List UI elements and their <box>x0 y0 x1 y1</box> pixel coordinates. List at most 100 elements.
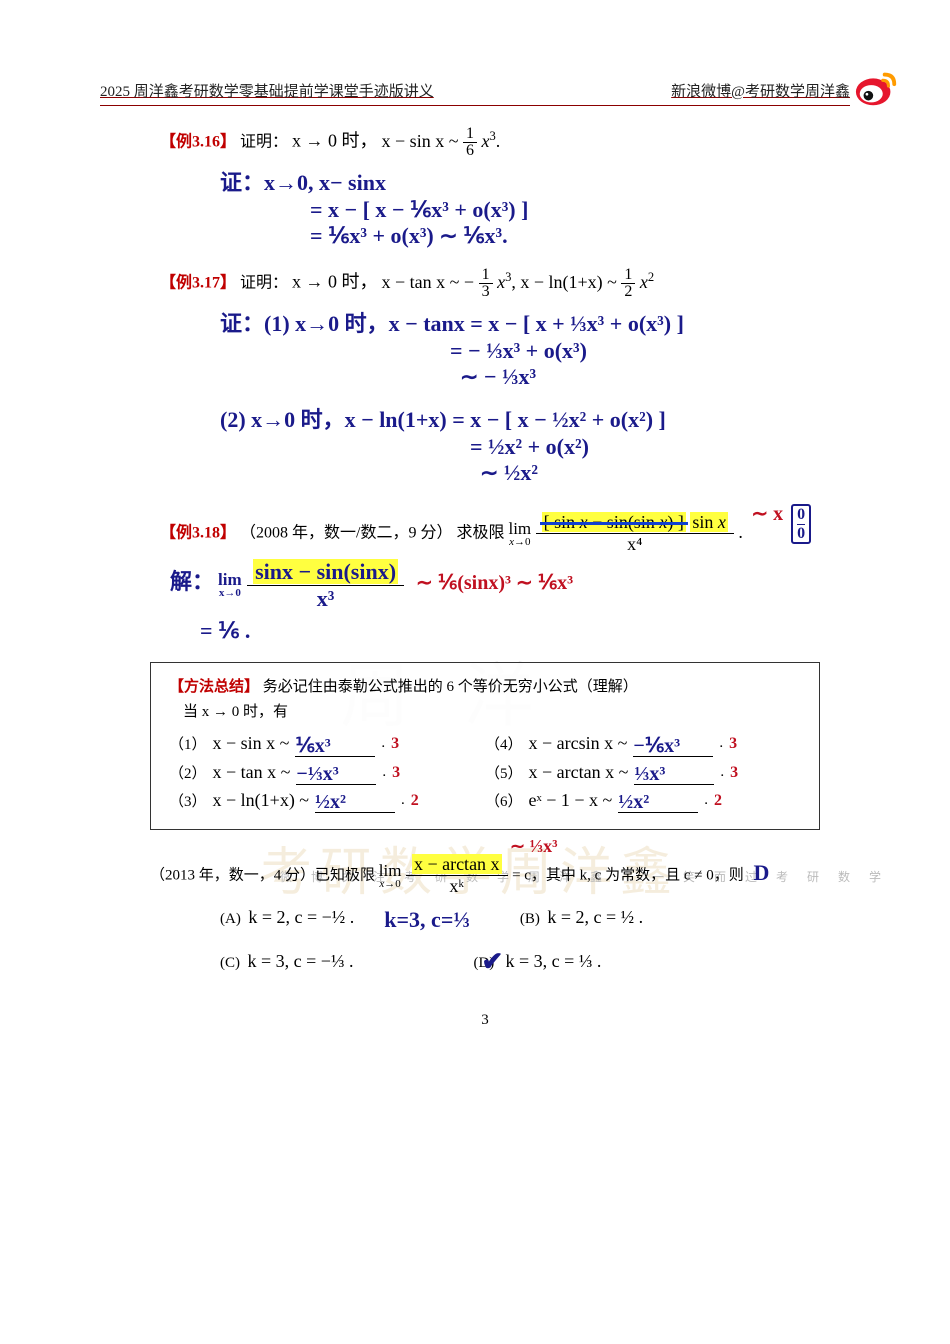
mcq-row-2: (C) k = 3, c = −⅓ . (D✔) k = 3, c = ⅓ . <box>220 951 820 972</box>
solve-approx: ∼ ⅙(sinx)³ ∼ ⅙x³ <box>416 572 573 594</box>
fill: ½x² <box>315 791 346 813</box>
fill: ½x² <box>618 791 649 813</box>
solve-prefix: 解： <box>170 569 214 594</box>
summary-item-3: （3） x − ln(1+x) ~ ½x². 2 <box>169 789 485 813</box>
summary-grid: （1） x − sin x ~ ⅙x³. 3 （2） x − tan x ~ −… <box>169 727 801 817</box>
proof-line: = ⅙x³ + o(x³) ∼ ⅙x³. <box>220 223 820 249</box>
example-3-17: 【例3.17】 证明： x → 0 时， x − tan x ~ − 13 x3… <box>150 267 820 486</box>
annot-approx-x: ∼ x <box>751 503 783 525</box>
proof-line: ∼ ½x² <box>220 460 820 486</box>
lhs: x − ln(1+x) ~ <box>213 790 310 811</box>
summary-title: 【方法总结】 <box>169 679 259 695</box>
order: 3 <box>729 735 737 753</box>
mcq-answer-mark: D <box>753 860 769 885</box>
page: 周 洋 考研数学周洋鑫 微 博 关 注 考 研 数 学 周 洋 鑫 ｜ 一 笑 … <box>0 0 950 1344</box>
example-label: 【例3.17】 <box>160 275 236 292</box>
opt-C: (C) k = 3, c = −⅓ . <box>220 951 353 972</box>
limit-expr: limx→0 [ sin x − sin(sin x) ] sin x x⁴ . <box>508 522 747 542</box>
proof-line: = − ⅓x³ + o(x³) <box>220 338 820 364</box>
mcq-meta: （2013 年，数一，4 分）已知极限 <box>150 868 375 884</box>
lhs: x − sin x ~ <box>213 733 290 754</box>
order: 3 <box>392 764 400 782</box>
summary-item-1: （1） x − sin x ~ ⅙x³. 3 <box>169 731 485 757</box>
content: 【例3.16】 证明： x → 0 时， x − sin x ~ 16 x3. … <box>100 126 850 1029</box>
method-summary-box: 【方法总结】 务必记住由泰勒公式推出的 6 个等价无穷小公式（理解） 当 x →… <box>150 662 820 830</box>
idx: （4） <box>485 733 523 754</box>
proof-3-17-2: (2) x→0 时，x − ln(1+x) = x − [ x − ½x² + … <box>160 402 820 486</box>
proof-line: 证：(1) x→0 时，x − tanx = x − [ x + ⅓x³ + o… <box>220 306 820 338</box>
meta: （2008 年，数一/数二，9 分） <box>240 525 452 542</box>
example-label: 【例3.16】 <box>160 134 236 151</box>
order: 3 <box>730 764 738 782</box>
idx: （3） <box>169 790 207 811</box>
mcq-annot-top: ∼ ⅓x³ <box>510 836 557 857</box>
summary-when: 当 x → 0 时，有 <box>183 700 801 721</box>
summary-item-4: （4） x − arcsin x ~ −⅙x³. 3 <box>485 731 801 757</box>
proof-line: 证：x→0, x− sinx <box>220 165 820 197</box>
proof-3-16: 证：x→0, x− sinx = x − [ x − ⅙x³ + o(x³) ]… <box>160 165 820 249</box>
summary-item-5: （5） x − arctan x ~ ⅓x³. 3 <box>485 761 801 785</box>
page-number: 3 <box>150 1012 820 1029</box>
mcq-row-1: (A) k = 2, c = −½ . k=3, c=⅓ (B) k = 2, … <box>220 907 820 933</box>
order: 3 <box>391 735 399 753</box>
proof-line: = x − [ x − ⅙x³ + o(x³) ] <box>220 197 820 223</box>
proof-line: ∼ − ⅓x³ <box>220 364 820 390</box>
opt-D-text: k = 3, c = ⅓ . <box>506 951 602 971</box>
prompt: 求极限 <box>456 525 504 542</box>
fill: ⅓x³ <box>634 763 665 785</box>
mcq-annot-mid: k=3, c=⅓ <box>384 907 470 933</box>
idx: （6） <box>485 790 523 811</box>
expr2: x − ln(1+x) ~ 12 x2 <box>520 272 654 292</box>
expr-left: x − tan x ~ − <box>382 272 475 292</box>
expr-left: x − ln(1+x) ~ <box>520 272 617 292</box>
mcq-limit: limx→0 x − arctan x xᵏ <box>379 864 512 884</box>
order: 2 <box>411 792 419 810</box>
solution-3-18: 解： limx→0 sinx − sin(sinx) x³ ∼ ⅙(sinx)³… <box>160 559 820 644</box>
idx: （1） <box>169 733 207 754</box>
summary-item-2: （2） x − tan x ~ −⅓x³. 3 <box>169 761 485 785</box>
example-label: 【例3.18】 <box>160 525 236 542</box>
opt-B: (B) k = 2, c = ½ . <box>520 907 643 933</box>
fill: ⅙x³ <box>295 735 330 757</box>
example-3-18: 【例3.18】 （2008 年，数一/数二，9 分） 求极限 limx→0 [ … <box>150 504 820 644</box>
weibo-icon <box>854 68 900 108</box>
solve-denom: x³ <box>247 586 404 612</box>
denom: x⁴ <box>536 534 734 555</box>
proof-line: (2) x→0 时，x − ln(1+x) = x − [ x − ½x² + … <box>220 402 820 434</box>
expr-left: x − sin x ~ <box>382 131 459 151</box>
lhs: x − arcsin x ~ <box>529 733 628 754</box>
cond: x → 0 时， <box>292 272 378 292</box>
cond: x → 0 时， <box>292 131 378 151</box>
summary-head: 【方法总结】 务必记住由泰勒公式推出的 6 个等价无穷小公式（理解） <box>169 675 801 696</box>
order: 2 <box>714 792 722 810</box>
fill: −⅙x³ <box>633 735 680 757</box>
check-mark-icon: ✔ <box>481 947 503 977</box>
solve-result: = ⅙ . <box>170 618 820 644</box>
annot-0-over-0: 00 <box>791 504 811 544</box>
lhs: eˣ − 1 − x ~ <box>529 790 613 811</box>
proof-3-17-1: 证：(1) x→0 时，x − tanx = x − [ x + ⅓x³ + o… <box>160 306 820 390</box>
opt-D: (D✔) k = 3, c = ⅓ . <box>473 951 601 972</box>
prompt: 证明： <box>240 275 288 292</box>
expr: x − sin x ~ 16 x3. <box>382 131 501 151</box>
opt-A-text: k = 2, c = −½ . <box>248 907 354 927</box>
numer-part2: sin x <box>690 512 728 532</box>
opt-C-text: k = 3, c = −⅓ . <box>248 951 354 971</box>
page-header: 2025 周洋鑫考研数学零基础提前学课堂手迹版讲义 新浪微博@考研数学周洋鑫 <box>100 80 850 106</box>
lhs: x − tan x ~ <box>213 762 291 783</box>
numer-part1: [ sin x − sin(sin x) ] <box>542 512 686 532</box>
fill: −⅓x³ <box>296 763 338 785</box>
lim-hand: limx→0 <box>218 569 247 594</box>
prompt: 证明： <box>240 134 288 151</box>
mcq-numer: x − arctan x <box>412 854 502 874</box>
idx: （5） <box>485 762 523 783</box>
proof-line: = ½x² + o(x²) <box>220 434 820 460</box>
mcq-2013: （2013 年，数一，4 分）已知极限 limx→0 x − arctan x … <box>150 854 820 972</box>
example-3-16: 【例3.16】 证明： x → 0 时， x − sin x ~ 16 x3. … <box>150 126 820 249</box>
idx: （2） <box>169 762 207 783</box>
solve-numer: sinx − sin(sinx) <box>253 559 398 584</box>
header-left: 2025 周洋鑫考研数学零基础提前学课堂手迹版讲义 <box>100 80 434 101</box>
opt-A: (A) k = 2, c = −½ . <box>220 907 354 933</box>
summary-item-6: （6） eˣ − 1 − x ~ ½x². 2 <box>485 789 801 813</box>
mcq-tail: = c，其中 k, c 为常数，且 c ≠ 0，则 <box>512 868 744 884</box>
